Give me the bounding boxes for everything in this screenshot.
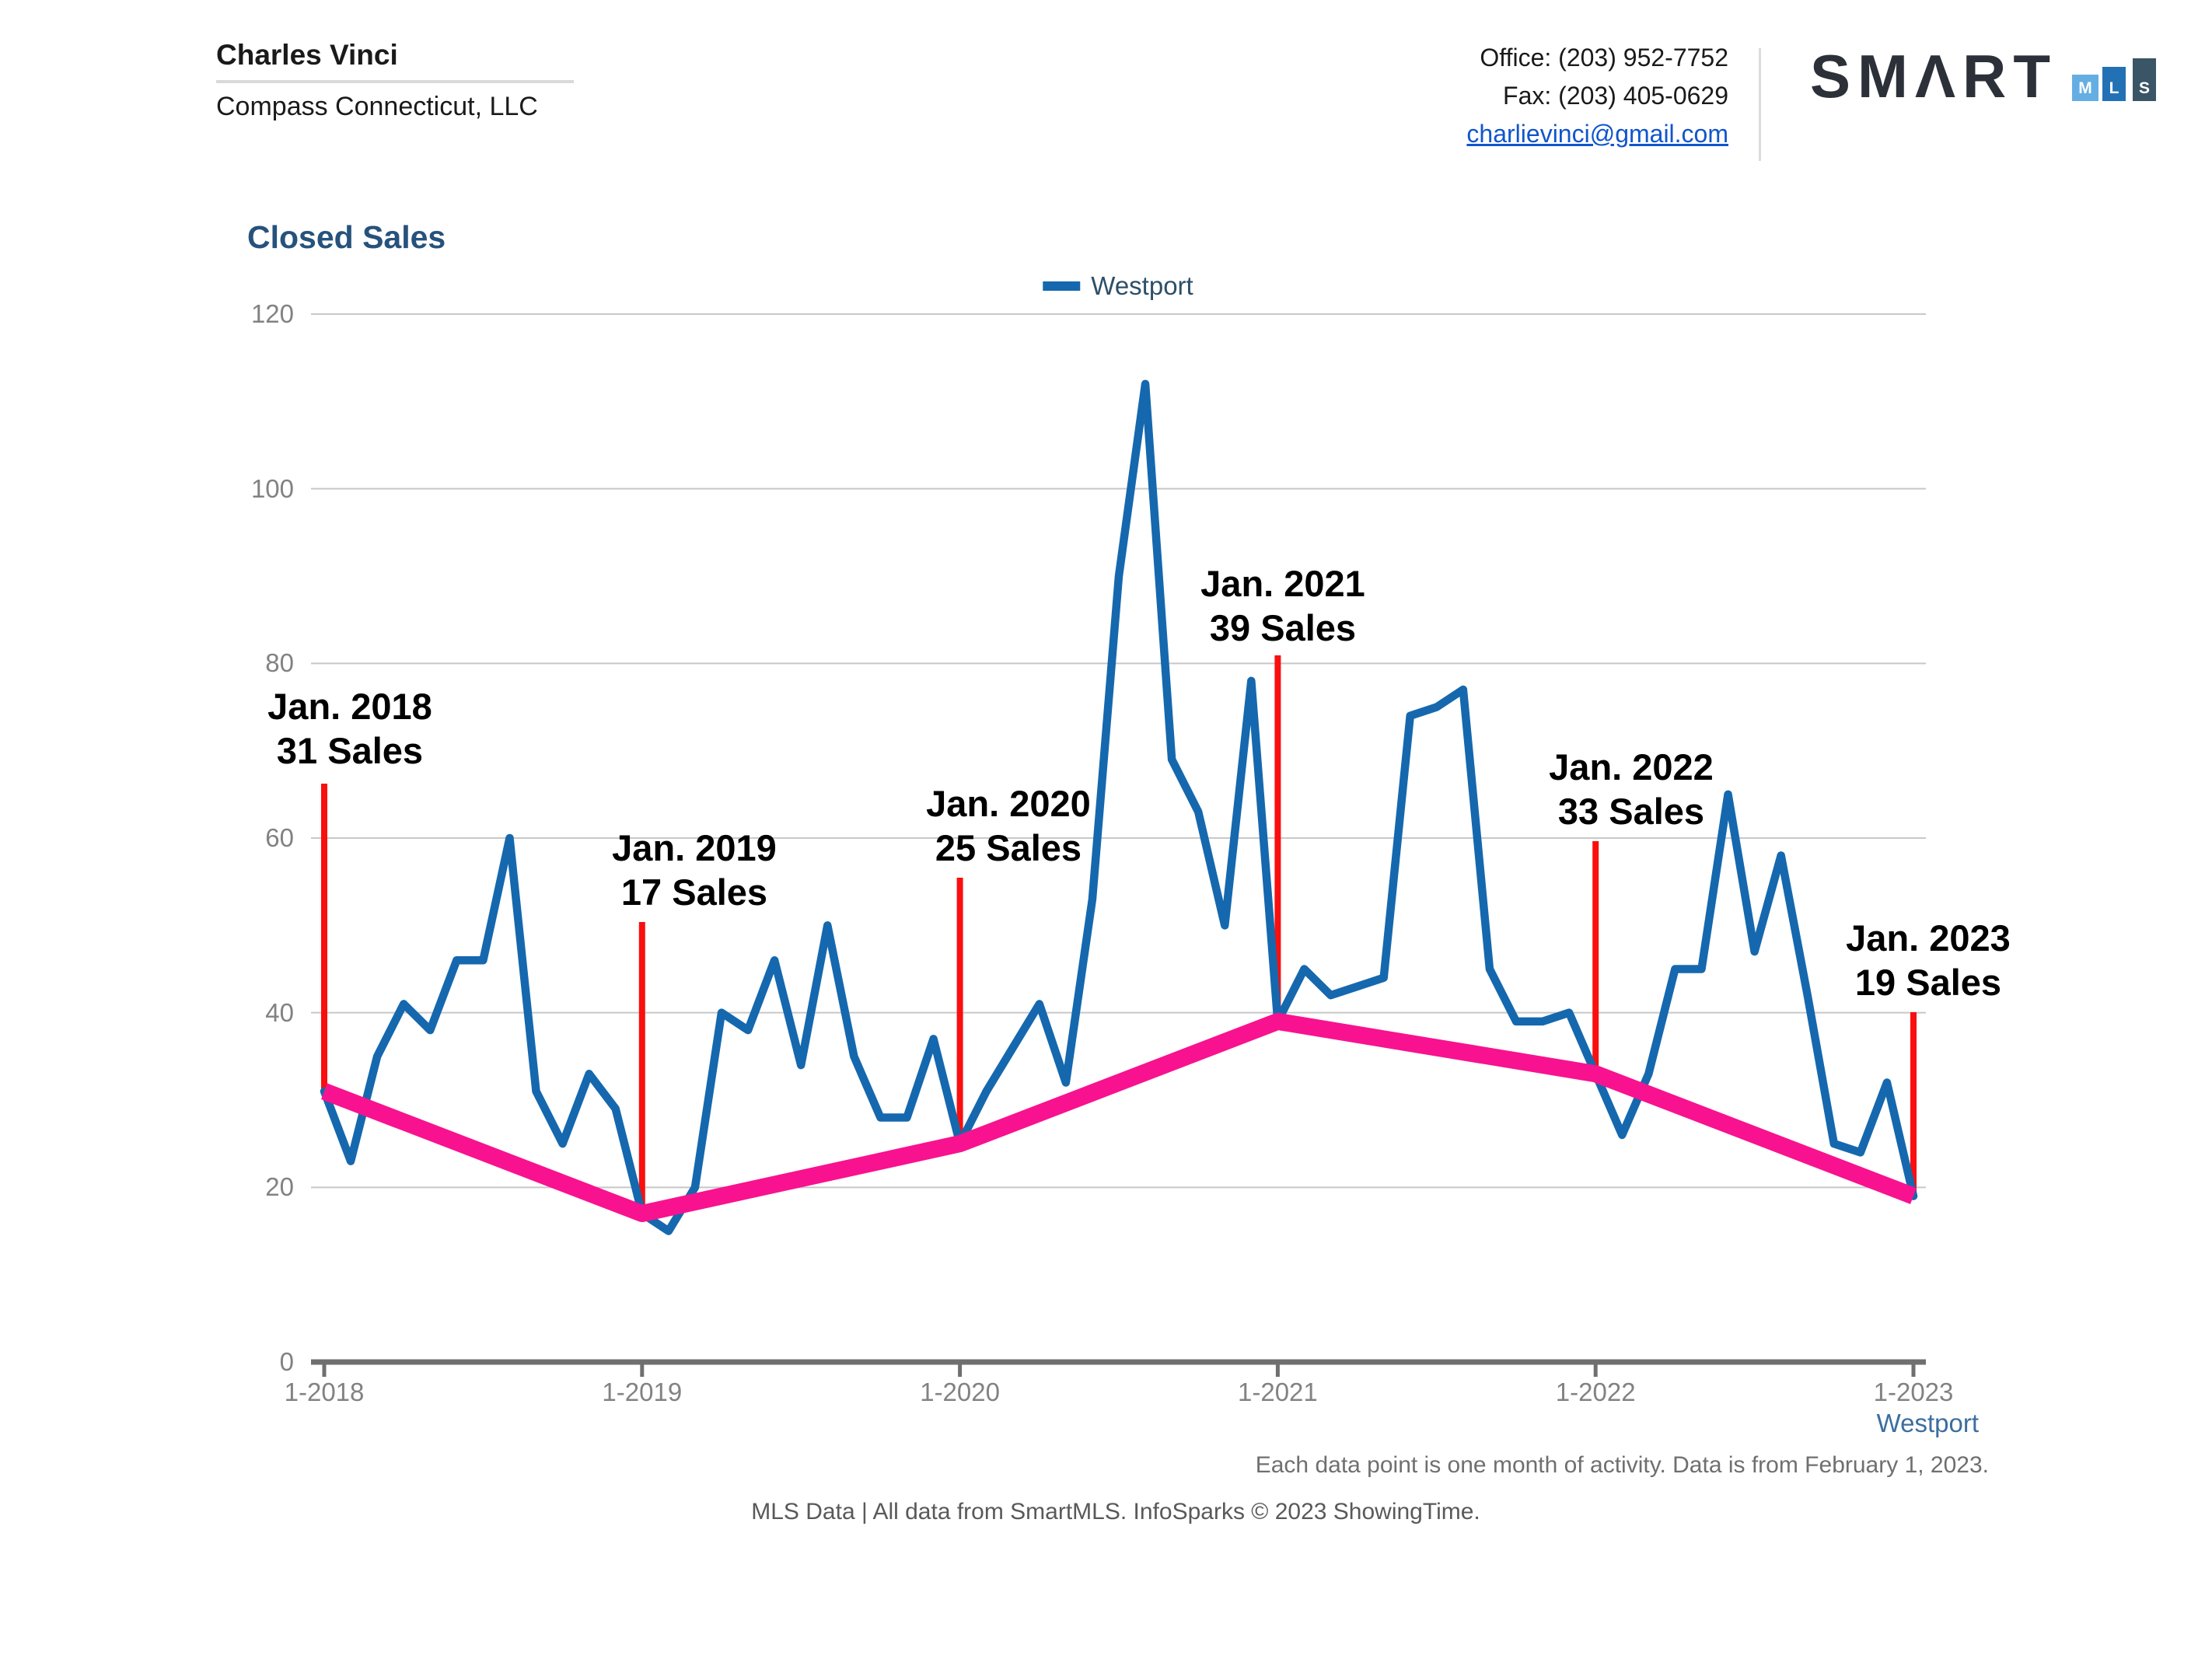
annotation-2022: Jan. 2022 33 Sales: [1549, 745, 1714, 833]
annotation-month: Jan. 2020: [926, 783, 1091, 824]
annotation-2018: Jan. 2018 31 Sales: [267, 684, 432, 773]
logo-bar-s: S: [2133, 58, 2156, 101]
annotation-sales: 25 Sales: [935, 827, 1082, 868]
y-axis-label-40: 40: [265, 997, 294, 1027]
smartmls-logo-bars: M L S: [2068, 58, 2156, 101]
logo-bar-m-letter: M: [2078, 79, 2092, 97]
annotation-sales: 19 Sales: [1854, 962, 2002, 1003]
january-trend-line: [321, 1012, 1917, 1223]
annotation-2023: Jan. 2023 19 Sales: [1846, 916, 2011, 1004]
legend-label: Westport: [1091, 271, 1193, 300]
x-axis-series-label: Westport: [1876, 1409, 1979, 1437]
logo-bar-l: L: [2102, 67, 2126, 101]
logo-bar-l-letter: L: [2109, 79, 2119, 97]
office-phone: Office: (203) 952-7752: [1480, 44, 1728, 72]
annotation-2021: Jan. 2021 39 Sales: [1200, 561, 1365, 650]
x-axis-label-1-2023: 1-2023: [1873, 1378, 1954, 1406]
annotation-2019: Jan. 2019 17 Sales: [612, 826, 777, 914]
y-axis-label-60: 60: [265, 823, 294, 852]
contact-block: Office: (203) 952-7752 Fax: (203) 405-06…: [1466, 39, 1728, 153]
x-axis-label-1-2021: 1-2021: [1238, 1378, 1318, 1406]
mls-copyright-note: MLS Data | All data from SmartMLS. InfoS…: [751, 1499, 1480, 1525]
agent-name: Charles Vinci: [216, 39, 398, 71]
smartmls-wordmark: SMΛRT: [1810, 42, 2057, 110]
westport-series-line: [320, 379, 1918, 1235]
agent-divider: [216, 80, 574, 83]
chart-title: Closed Sales: [247, 219, 446, 255]
annotation-sales: 17 Sales: [620, 871, 768, 913]
y-axis-label-20: 20: [265, 1172, 294, 1202]
annotation-month: Jan. 2021: [1200, 563, 1365, 604]
annotation-sales: 33 Sales: [1557, 791, 1705, 832]
annotation-month: Jan. 2023: [1846, 917, 2011, 959]
x-axis-label-1-2022: 1-2022: [1555, 1378, 1636, 1406]
email-link[interactable]: charlievinci@gmail.com: [1466, 120, 1728, 148]
annotation-sales: 31 Sales: [276, 730, 424, 771]
data-source-note: Each data point is one month of activity…: [1255, 1452, 1989, 1478]
header-divider: [1759, 48, 1761, 161]
y-axis-label-0: 0: [279, 1347, 294, 1376]
x-axis-label-1-2018: 1-2018: [284, 1378, 365, 1406]
logo-bar-s-letter: S: [2138, 79, 2150, 97]
chart-legend: Westport: [1043, 271, 1193, 301]
annotation-month: Jan. 2019: [612, 827, 777, 868]
smartmls-logo: SMΛRT M L S: [1810, 42, 2156, 110]
x-axis-label-1-2020: 1-2020: [920, 1378, 1000, 1406]
legend-line-swatch: [1043, 281, 1081, 291]
agent-company: Compass Connecticut, LLC: [216, 92, 538, 121]
y-axis-label-120: 120: [250, 299, 294, 328]
x-axis-label-1-2019: 1-2019: [602, 1378, 683, 1406]
fax-number: Fax: (203) 405-0629: [1503, 82, 1728, 110]
annotation-month: Jan. 2022: [1549, 746, 1714, 788]
annotation-sales: 39 Sales: [1209, 607, 1357, 648]
annotation-2020: Jan. 2020 25 Sales: [926, 781, 1091, 870]
y-axis-label-80: 80: [265, 648, 294, 678]
logo-bar-m: M: [2072, 75, 2098, 101]
y-axis-label-100: 100: [250, 473, 294, 503]
annotation-month: Jan. 2018: [267, 686, 432, 727]
